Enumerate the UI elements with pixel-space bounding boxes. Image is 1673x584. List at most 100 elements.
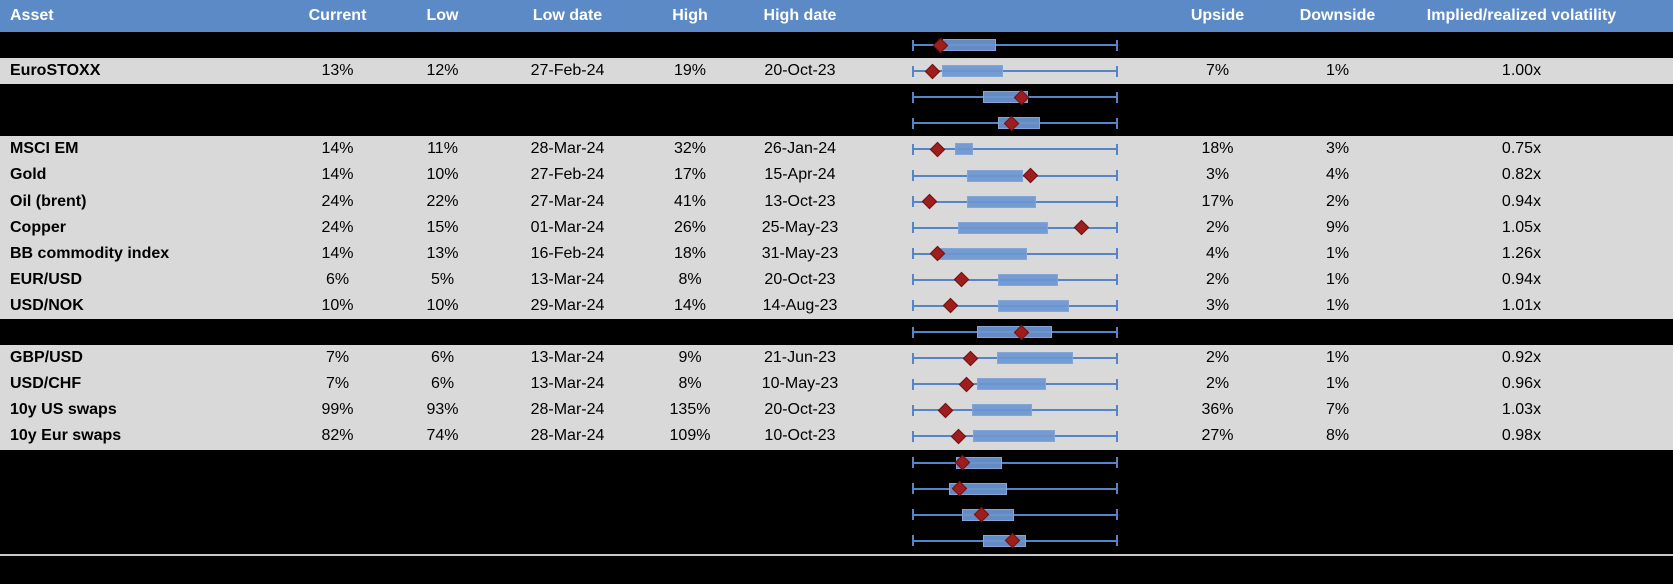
cell-current: 6%: [325, 270, 350, 288]
cell-high: 17%: [673, 166, 707, 184]
cell-low: 74%: [426, 427, 459, 445]
boxplot-box: [967, 169, 1023, 182]
cell-high-date: [740, 32, 860, 58]
current-value-diamond-marker-icon: [1023, 167, 1039, 184]
cell-upside: 17%: [1201, 192, 1234, 210]
cell-high-date: 20-Oct-23: [764, 62, 836, 80]
boxplot-left-cap: [912, 274, 914, 286]
boxplot-box: [972, 430, 1055, 443]
cell-asset: [0, 476, 285, 502]
cell-downside: 7%: [1325, 401, 1350, 419]
cell-low-date: 28-Mar-24: [530, 140, 605, 158]
boxplot-right-cap: [1116, 196, 1118, 208]
cell-implied: 1.01x: [1501, 296, 1542, 314]
cell-asset: EuroSTOXX: [10, 62, 101, 80]
cell-upside: 36%: [1201, 401, 1234, 419]
cell-downside: 2%: [1325, 192, 1350, 210]
cell-upside: [1160, 110, 1275, 136]
boxplot-box: [955, 143, 973, 156]
cell-high: 8%: [678, 375, 702, 393]
cell-implied: 0.75x: [1501, 140, 1542, 158]
boxplot-left-cap: [912, 117, 914, 129]
column-header-high-date: High date: [763, 7, 837, 24]
boxplot-right-cap: [1116, 91, 1118, 103]
cell-downside: 3%: [1325, 140, 1350, 158]
cell-low: [390, 502, 495, 528]
range-boxplot: [860, 162, 1160, 188]
cell-low-date: 01-Mar-24: [530, 218, 605, 236]
cell-downside: [1275, 110, 1400, 136]
cell-high-date: [740, 528, 860, 554]
cell-low-date: 27-Feb-24: [530, 166, 605, 184]
cell-high: [640, 502, 740, 528]
range-boxplot: [860, 215, 1160, 241]
cell-asset: Copper: [10, 218, 66, 236]
cell-current: 13%: [321, 62, 354, 80]
cell-current: 99%: [321, 401, 354, 419]
boxplot-box: [967, 195, 1036, 208]
cell-upside: [1160, 450, 1275, 476]
cell-downside: [1275, 502, 1400, 528]
cell-high-date: 10-Oct-23: [764, 427, 836, 445]
boxplot-box: [977, 378, 1046, 391]
boxplot-whisker-line: [913, 461, 1117, 464]
cell-current: 14%: [321, 244, 354, 262]
cell-asset: Oil (brent): [10, 192, 87, 210]
cell-implied: [1400, 450, 1673, 476]
cell-upside: 27%: [1201, 427, 1234, 445]
current-value-diamond-marker-icon: [937, 402, 953, 419]
cell-low-date: [495, 502, 640, 528]
cell-high: [640, 528, 740, 554]
cell-low-date: [495, 450, 640, 476]
table-row: MSCI EM 14% 11% 28-Mar-24 32% 26-Jan-24 18% 3% 0…: [0, 136, 1673, 163]
boxplot-left-cap: [912, 457, 914, 469]
cell-high: 18%: [673, 244, 707, 262]
boxplot-left-cap: [912, 65, 914, 77]
table-bottom-border: [0, 553, 1673, 557]
cell-upside: 3%: [1205, 296, 1230, 314]
column-header-upside: Upside: [1190, 7, 1245, 24]
boxplot-right-cap: [1116, 248, 1118, 260]
cell-low-date: [495, 84, 640, 110]
boxplot-right-cap: [1116, 352, 1118, 364]
range-boxplot: [860, 450, 1160, 476]
cell-low: [390, 476, 495, 502]
range-boxplot: [860, 397, 1160, 423]
cell-downside: 1%: [1325, 244, 1350, 262]
cell-high: [640, 110, 740, 136]
cell-low-date: 13-Mar-24: [530, 375, 605, 393]
cell-low-date: [495, 528, 640, 554]
cell-current: 82%: [321, 427, 354, 445]
range-boxplot: [860, 319, 1160, 345]
boxplot-right-cap: [1116, 300, 1118, 312]
boxplot-whisker-line: [913, 513, 1117, 516]
cell-implied: 0.96x: [1501, 375, 1542, 393]
range-boxplot: [860, 345, 1160, 371]
cell-downside: [1275, 32, 1400, 58]
range-boxplot: [860, 110, 1160, 136]
boxplot-right-cap: [1116, 483, 1118, 495]
cell-high: 32%: [673, 140, 707, 158]
cell-implied: [1400, 32, 1673, 58]
boxplot-right-cap: [1116, 457, 1118, 469]
cell-current: 10%: [321, 296, 354, 314]
cell-upside: 2%: [1205, 375, 1230, 393]
cell-low: 22%: [426, 192, 459, 210]
cell-current: [285, 32, 390, 58]
cell-high-date: [740, 84, 860, 110]
cell-low: [390, 110, 495, 136]
cell-implied: [1400, 502, 1673, 528]
cell-downside: 8%: [1325, 427, 1350, 445]
range-boxplot: [860, 136, 1160, 162]
cell-low-date: 29-Mar-24: [530, 296, 605, 314]
cell-current: [285, 528, 390, 554]
boxplot-left-cap: [912, 535, 914, 547]
range-boxplot: [860, 58, 1160, 84]
boxplot-box: [942, 39, 996, 52]
cell-upside: 3%: [1205, 166, 1230, 184]
cell-low: 5%: [430, 270, 455, 288]
table-row: 10y US swaps 99% 93% 28-Mar-24 135% 20-Oct-23…: [0, 397, 1673, 424]
boxplot-left-cap: [912, 326, 914, 338]
cell-low-date: 27-Mar-24: [530, 192, 605, 210]
